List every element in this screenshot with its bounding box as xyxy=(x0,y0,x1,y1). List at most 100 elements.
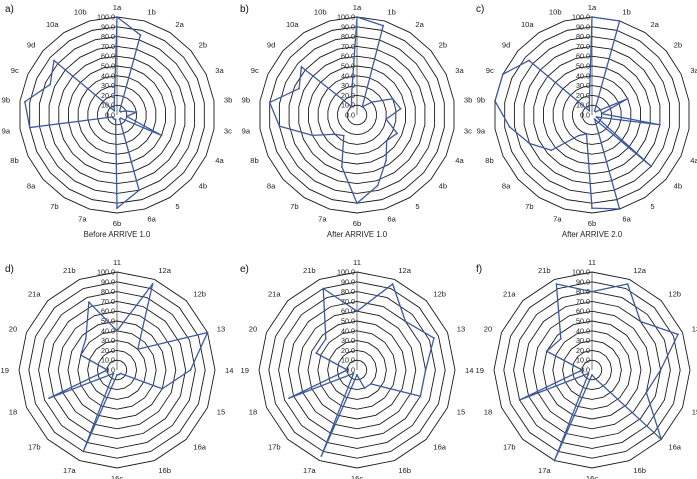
data-point-12b xyxy=(136,348,139,351)
category-label-7a: 7a xyxy=(318,215,327,224)
grid-ring xyxy=(87,340,147,400)
category-label-1a: 1a xyxy=(353,3,362,12)
data-point-2a xyxy=(361,105,364,108)
data-point-6b xyxy=(116,207,118,210)
data-point-9d xyxy=(300,65,303,68)
category-label-6a: 6a xyxy=(387,215,396,224)
category-label-1a: 1a xyxy=(588,3,597,12)
grid-ring xyxy=(268,281,446,459)
tick-label: 20.0 xyxy=(101,91,115,100)
category-label-17b: 17b xyxy=(503,442,516,451)
tick-label: 50.0 xyxy=(341,317,355,326)
data-point-7a xyxy=(585,132,588,135)
grid-ring xyxy=(552,330,632,410)
panel-caption: After ARRIVE 1.0 xyxy=(327,230,388,239)
data-point-20 xyxy=(315,352,318,355)
category-label-3a: 3a xyxy=(455,66,464,75)
category-label-7a: 7a xyxy=(553,215,562,224)
tick-label: 0.0 xyxy=(345,366,355,375)
tick-label: 30.0 xyxy=(341,81,355,90)
category-label-21b: 21b xyxy=(63,266,76,275)
tick-label: 40.0 xyxy=(101,326,115,335)
category-label-19: 19 xyxy=(1,366,9,375)
grid-ring xyxy=(317,75,397,155)
data-point-5 xyxy=(593,118,596,121)
data-point-12a xyxy=(391,283,394,285)
grid-ring xyxy=(67,320,167,420)
category-label-16a: 16a xyxy=(668,442,681,451)
panel-label: f) xyxy=(476,264,482,275)
grid-ring xyxy=(308,65,406,165)
category-label-2a: 2a xyxy=(415,20,424,29)
category-label-9b: 9b xyxy=(2,96,10,105)
data-point-9d xyxy=(53,59,55,62)
radar-chart-5: 0.010.020.030.040.050.060.070.080.090.01… xyxy=(240,258,473,479)
grid-ring xyxy=(513,291,671,449)
grid-ring xyxy=(336,349,378,391)
grid-ring xyxy=(97,94,137,136)
category-label-14: 14 xyxy=(225,366,233,375)
tick-label: 20.0 xyxy=(341,91,355,100)
category-label-8a: 8a xyxy=(502,182,511,191)
grid-ring xyxy=(77,330,157,410)
tick-label: 90.0 xyxy=(576,22,590,31)
category-label-18: 18 xyxy=(484,407,492,416)
data-point-8b xyxy=(111,116,114,118)
data-point-16a xyxy=(369,382,372,385)
category-label-3b: 3b xyxy=(224,96,232,105)
data-point-21b xyxy=(87,301,90,303)
category-label-12b: 12b xyxy=(668,290,681,299)
tick-label: 20.0 xyxy=(576,91,590,100)
category-label-6b: 6b xyxy=(588,219,596,228)
data-point-15 xyxy=(161,387,164,390)
tick-label: 70.0 xyxy=(101,42,115,51)
category-label-16b: 16b xyxy=(398,466,411,475)
panel-caption: Before ARRIVE 1.0 xyxy=(84,230,151,239)
data-point-12a xyxy=(151,283,154,285)
category-label-16c: 16c xyxy=(351,474,363,479)
data-point-9c xyxy=(501,73,504,76)
data-point-10a xyxy=(113,109,116,112)
tick-label: 30.0 xyxy=(101,336,115,345)
category-label-3b: 3b xyxy=(464,96,472,105)
data-point-6a xyxy=(138,189,140,192)
data-point-19 xyxy=(346,369,349,371)
data-point-1b xyxy=(382,24,385,27)
data-point-6b xyxy=(591,207,593,210)
panel-caption: After ARRIVE 2.0 xyxy=(562,230,623,239)
category-label-17a: 17a xyxy=(538,466,551,475)
tick-label: 50.0 xyxy=(341,62,355,71)
tick-label: 20.0 xyxy=(576,346,590,355)
tick-label: 90.0 xyxy=(101,277,115,286)
tick-label: 50.0 xyxy=(576,317,590,326)
data-point-13 xyxy=(206,331,209,334)
grid-ring xyxy=(106,104,128,126)
tick-label: 60.0 xyxy=(101,52,115,61)
tick-label: 80.0 xyxy=(341,32,355,41)
data-point-1b xyxy=(618,20,621,22)
grid-ring xyxy=(581,359,603,381)
category-label-16a: 16a xyxy=(193,442,206,451)
category-label-9b: 9b xyxy=(242,96,250,105)
tick-label: 30.0 xyxy=(576,336,590,345)
grid-ring xyxy=(543,65,641,165)
grid-ring xyxy=(87,85,147,145)
grid-ring xyxy=(57,310,177,430)
category-label-12b: 12b xyxy=(433,290,446,299)
grid-ring xyxy=(346,104,368,126)
data-point-11 xyxy=(116,329,118,332)
data-point-8a xyxy=(333,133,336,136)
grid-ring xyxy=(298,55,416,175)
grid-ring xyxy=(571,349,613,391)
tick-label: 100.0 xyxy=(97,13,115,22)
data-point-3c xyxy=(659,123,661,126)
data-point-12b xyxy=(404,320,407,323)
category-label-8a: 8a xyxy=(267,182,276,191)
tick-label: 70.0 xyxy=(576,297,590,306)
category-label-6b: 6b xyxy=(113,219,121,228)
category-label-9c: 9c xyxy=(11,66,19,75)
series-line xyxy=(24,16,163,209)
category-label-21a: 21a xyxy=(268,290,281,299)
grid-ring xyxy=(562,85,622,145)
tick-label: 40.0 xyxy=(101,71,115,80)
